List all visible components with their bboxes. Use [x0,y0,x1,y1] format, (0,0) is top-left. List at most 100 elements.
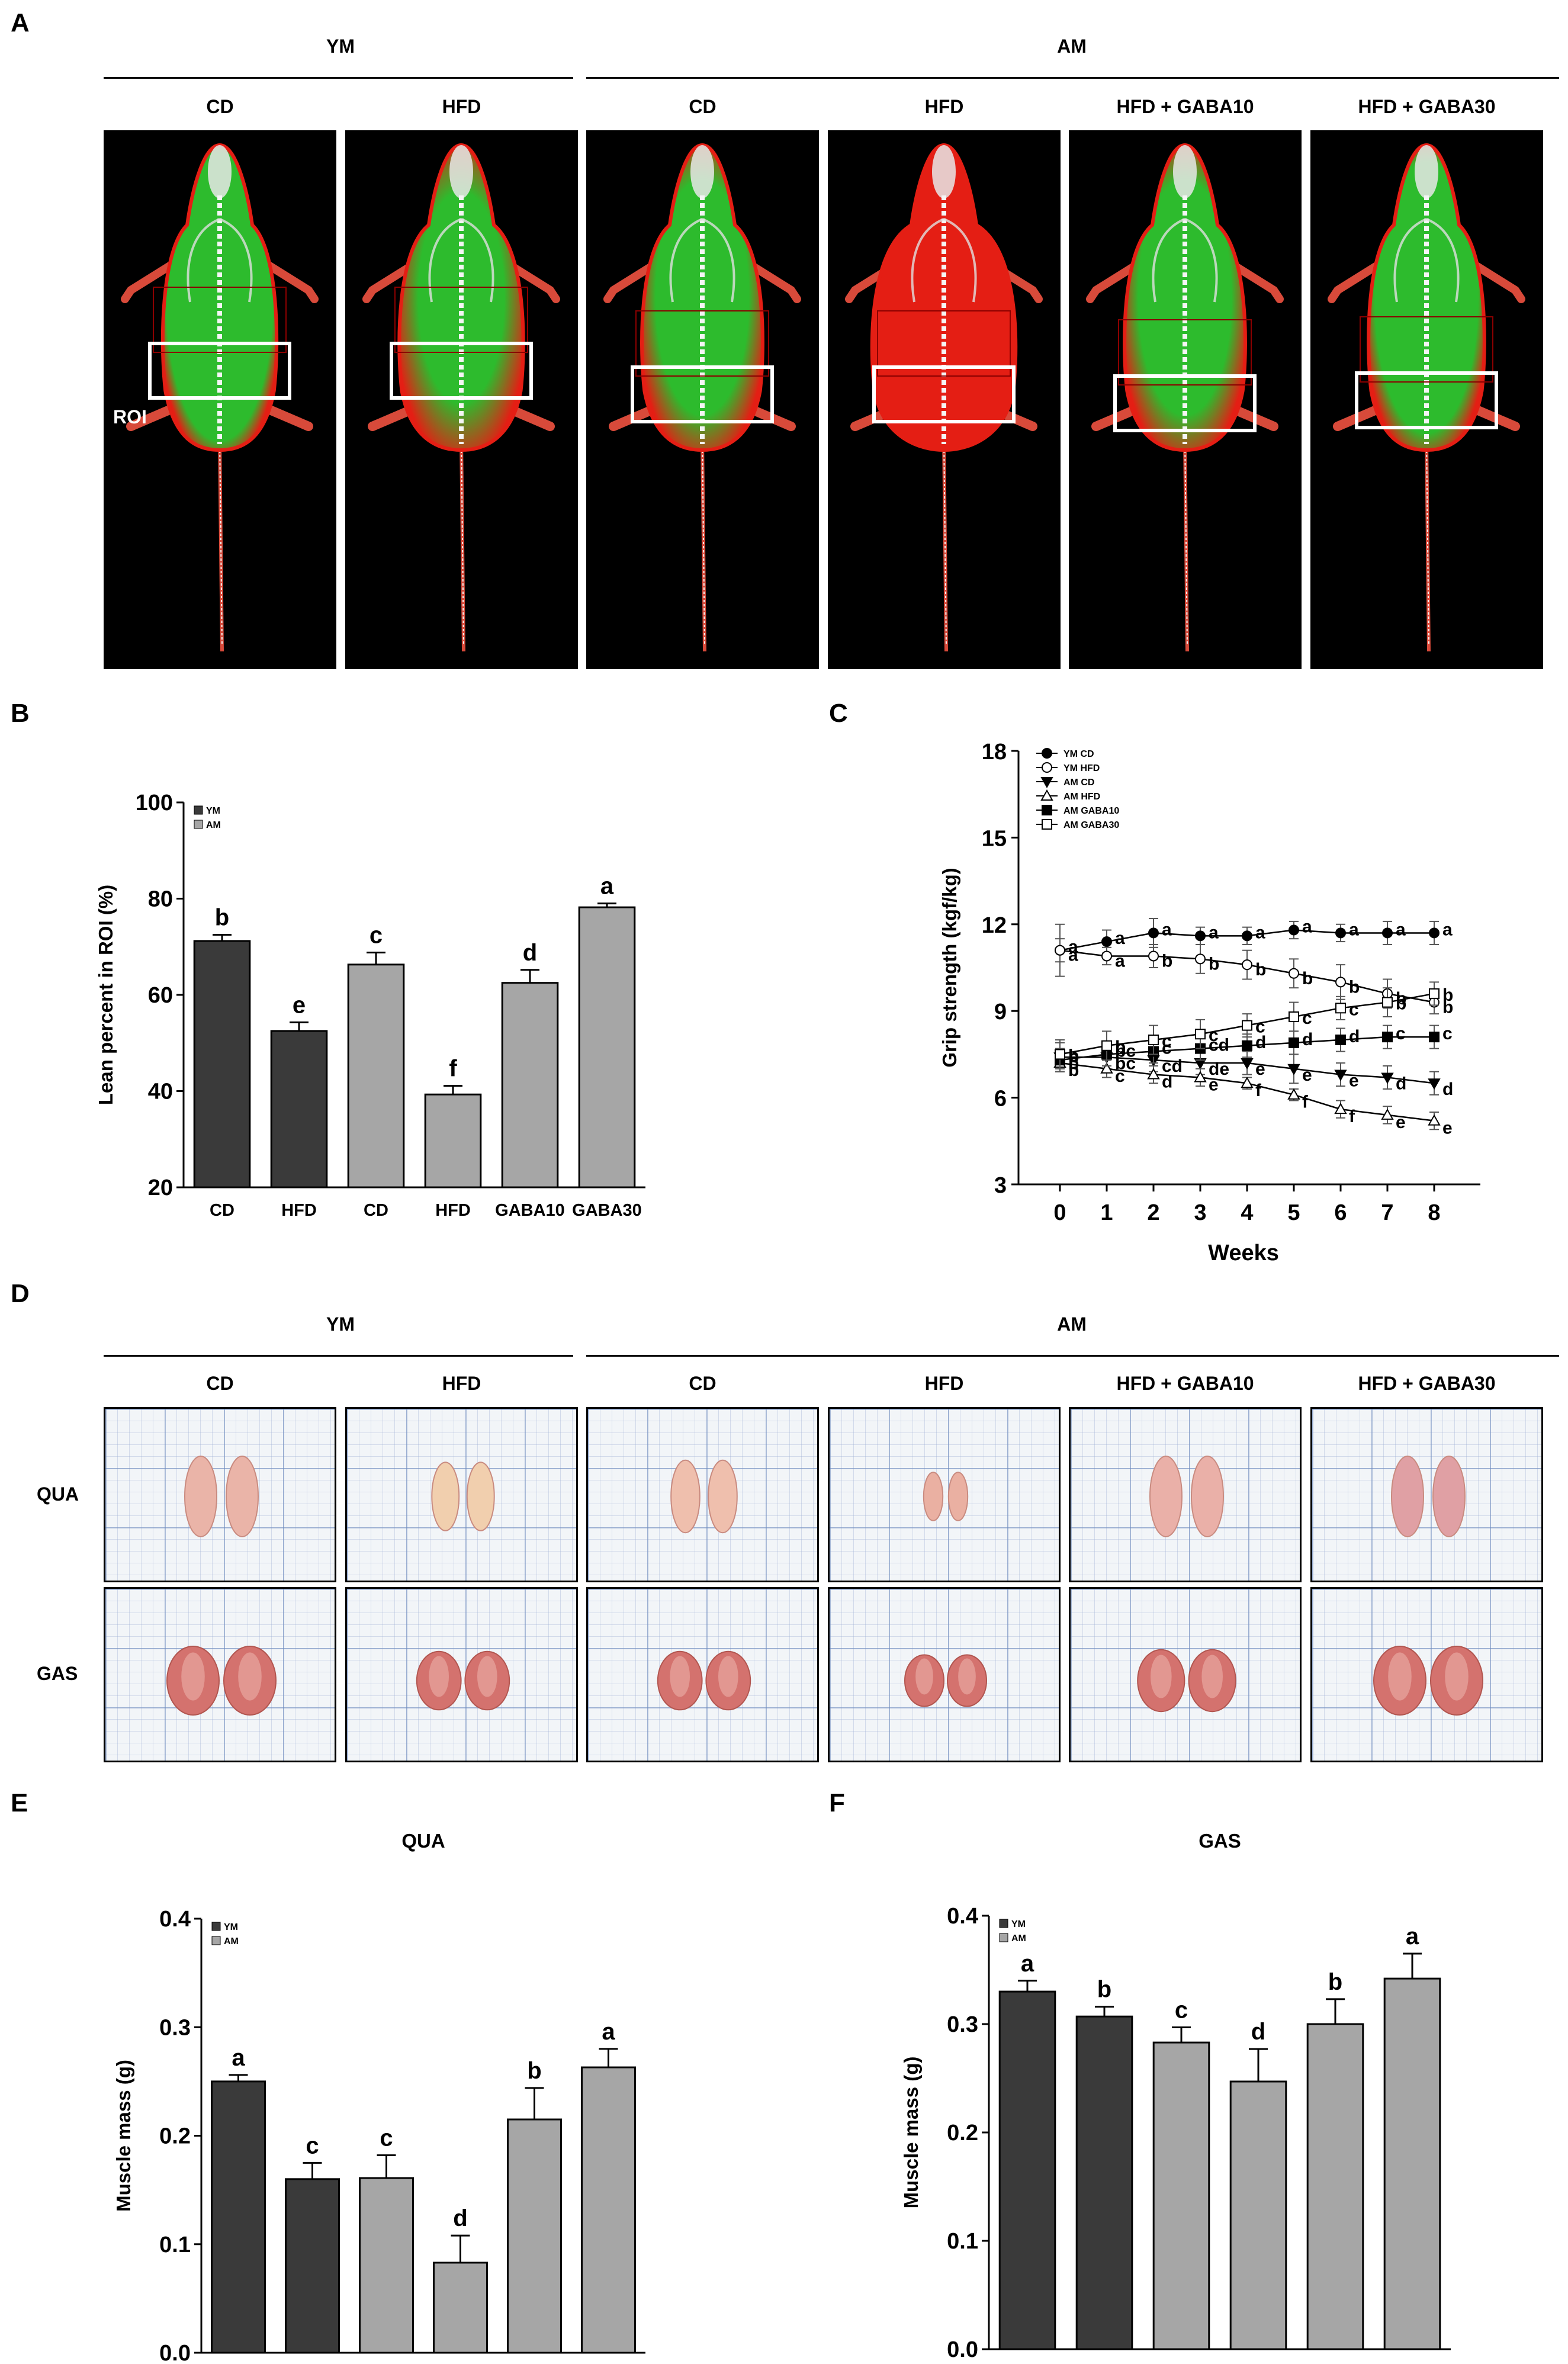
data-point [1429,927,1440,939]
qua-muscle-pair [184,1456,259,1537]
col-label-am-cd: CD [689,96,716,117]
legend-label: AM GABA10 [1063,806,1119,816]
significance-letter: c [1115,1067,1125,1086]
significance-letter: d [1255,1033,1266,1052]
col-label-d-ym-cd: CD [206,1373,234,1394]
dxa-scan-image: ROI [104,130,336,669]
data-point [1242,1020,1252,1031]
qua-muscle-pair [1391,1456,1466,1537]
data-point [1101,936,1112,947]
data-point [1101,1040,1112,1051]
y-tick-label: 0.2 [159,2124,191,2149]
x-tick-label: 2 [1147,1200,1159,1225]
legend-swatch [211,1936,221,1945]
significance-letter: de [1209,1059,1229,1079]
quadriceps-muscle [1149,1456,1183,1537]
quadriceps-muscle [1391,1456,1424,1537]
panel-letter-b: B [11,699,30,728]
data-point [1335,1003,1346,1014]
bar [1152,2041,1210,2350]
quadriceps-muscle [923,1472,944,1521]
x-tick-label: HFD [1241,2363,1276,2364]
col-label-am-hfd: HFD [924,96,964,117]
data-point [1335,927,1346,939]
mouse-tail [942,438,948,652]
ribcage [911,218,977,303]
ribcage [428,218,494,303]
data-point [1241,1058,1254,1070]
gas-muscle-pair [904,1654,987,1707]
reference-box [394,287,528,353]
data-point [1101,950,1112,962]
tail-vertebrae [219,438,223,646]
bar [581,2066,636,2354]
significance-letter: b [1396,989,1406,1008]
significance-letter: a [1021,1951,1034,1977]
gas-muscle-pair [1137,1649,1236,1713]
roi-box [1355,371,1498,429]
col-label-d-am-gaba30: HFD + GABA30 [1358,1373,1496,1394]
x-tick-label: 3 [1194,1200,1206,1225]
col-label-ym-cd: CD [206,96,234,117]
significance-letter: b [1349,977,1360,997]
significance-letter: c [1302,1008,1312,1028]
bar [211,2080,266,2354]
y-tick-label: 0.0 [159,2341,191,2364]
gas-muscle-pair [1373,1646,1483,1716]
x-tick-label: GABA10 [1300,2363,1370,2364]
data-point [1242,930,1252,942]
skull [208,145,232,198]
significance-letter: c [1162,1039,1172,1058]
qua-muscle-photo [586,1407,819,1582]
significance-letter: e [1255,1059,1265,1079]
data-point [1042,748,1052,759]
data-point [1334,1103,1347,1114]
dxa-scan-image [1069,130,1302,669]
legend-label: AM [1011,1933,1026,1944]
significance-letter: a [1406,1923,1419,1949]
significance-letter: f [449,1056,457,1082]
group-label-am-d: AM [1057,1313,1087,1335]
mouse-silhouette [845,143,1043,652]
qua-muscle-photo [104,1407,336,1582]
x-tick-label: GABA10 [495,1201,565,1220]
x-tick-label: 8 [1428,1200,1440,1225]
muscle-sheen [718,1656,738,1697]
roi-label: ROI [113,406,147,428]
significance-letter: c [1396,1024,1406,1043]
significance-letter: c [1442,1024,1453,1043]
quadriceps-muscle [708,1459,738,1534]
data-point [1195,930,1206,942]
legend-label: AM CD [1063,778,1094,788]
significance-letter: b [1209,954,1219,974]
data-point [1287,1088,1300,1100]
legend-swatch [999,1919,1008,1928]
col-label-d-am-hfd: HFD [924,1373,964,1394]
x-tick-label: CD [364,1201,388,1220]
significance-letter: f [1302,1093,1309,1112]
reference-box [153,287,287,353]
group-line-am-d [586,1355,1559,1357]
x-tick-label: HFD [435,1201,471,1220]
significance-letter: e [293,992,306,1018]
data-point [1289,924,1299,936]
dxa-scan-image [586,130,819,669]
muscle-sheen [1201,1655,1223,1698]
significance-letter: b [1068,1061,1079,1080]
significance-letter: a [1396,920,1406,939]
significance-letter: e [1396,1113,1406,1132]
skull [690,145,714,198]
quadriceps-muscle [947,1472,969,1521]
qua-muscle-pair [431,1462,495,1531]
gas-muscle-photo [828,1587,1061,1762]
front-legs [1086,256,1284,303]
mouse-silhouette [1086,143,1284,652]
y-axis-label: Grip strength (kgf/kg) [939,868,960,1067]
data-point [1042,762,1052,773]
data-point [1100,1062,1113,1074]
y-tick-label: 9 [994,1000,1007,1024]
tail-vertebrae [702,438,705,646]
group-label-ym-d: YM [326,1313,355,1335]
significance-letter: e [1349,1071,1359,1091]
y-axis-label: Muscle mass (g) [113,2060,134,2212]
